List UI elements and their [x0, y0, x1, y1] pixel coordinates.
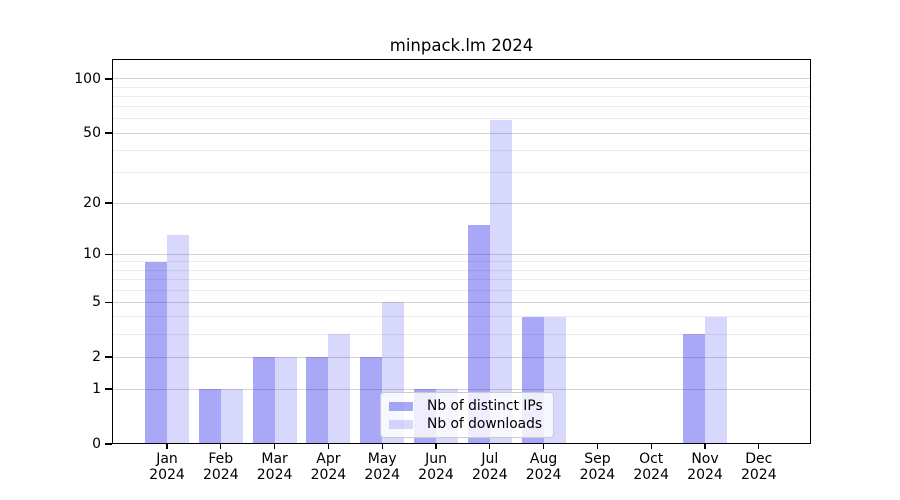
chart-title: minpack.lm 2024 — [389, 36, 534, 55]
y-tick-mark-5 — [105, 301, 112, 303]
gridline-major-50 — [112, 132, 811, 134]
gridline-major-1 — [112, 388, 811, 390]
y-tick-mark-100 — [105, 78, 112, 80]
bar-downloads-jul — [489, 120, 512, 444]
x-tick-mark-jun — [435, 444, 437, 449]
bar-distinct-ips-feb — [198, 389, 221, 444]
x-tick-mark-oct — [650, 444, 652, 449]
y-tick-label-100: 100 — [74, 70, 101, 87]
gridline-minor-9 — [112, 261, 811, 263]
legend-label-distinct-ips: Nb of distinct IPs — [427, 398, 543, 414]
x-tick-mark-nov — [704, 444, 706, 449]
legend-swatch-distinct-ips-icon — [389, 401, 413, 411]
bar-distinct-ips-mar — [252, 357, 275, 444]
legend: Nb of distinct IPs Nb of downloads — [380, 392, 554, 438]
bar-downloads-jan — [167, 235, 189, 444]
gridline-minor-30 — [112, 171, 811, 173]
x-tick-label-jul: Jul 2024 — [471, 451, 508, 483]
bar-downloads-feb — [220, 389, 243, 444]
y-tick-label-20: 20 — [83, 195, 101, 212]
y-tick-mark-2 — [105, 356, 112, 358]
x-tick-mark-apr — [327, 444, 330, 449]
bar-downloads-apr — [328, 334, 351, 444]
legend-swatch-downloads-icon — [389, 419, 413, 429]
bar-distinct-ips-jan — [145, 261, 167, 444]
x-tick-label-aug: Aug 2024 — [525, 451, 562, 483]
bar-downloads-nov — [705, 316, 727, 444]
bar-distinct-ips-may — [360, 357, 383, 444]
gridline-minor-80 — [112, 95, 811, 97]
bar-distinct-ips-apr — [306, 357, 329, 444]
x-tick-label-apr: Apr 2024 — [310, 451, 347, 483]
x-tick-label-sep: Sep 2024 — [579, 451, 616, 483]
y-tick-mark-10 — [105, 253, 112, 256]
gridline-minor-7 — [112, 279, 811, 281]
y-tick-label-1: 1 — [92, 381, 101, 398]
x-tick-label-feb: Feb 2024 — [202, 451, 239, 483]
gridline-minor-4 — [112, 316, 811, 318]
bar-distinct-ips-nov — [683, 334, 705, 444]
y-tick-label-10: 10 — [83, 246, 101, 263]
bar-distinct-ips-jul — [467, 224, 490, 444]
gridline-minor-6 — [112, 289, 811, 291]
x-tick-label-dec: Dec 2024 — [740, 451, 777, 483]
legend-label-downloads: Nb of downloads — [427, 416, 543, 432]
x-tick-label-nov: Nov 2024 — [687, 451, 723, 483]
y-tick-mark-50 — [105, 132, 112, 134]
gridline-minor-40 — [112, 149, 811, 151]
legend-item-distinct-ips: Nb of distinct IPs — [389, 398, 543, 414]
x-tick-mark-jul — [489, 444, 491, 449]
x-tick-mark-sep — [596, 444, 599, 449]
x-tick-label-mar: Mar 2024 — [256, 451, 293, 483]
x-tick-mark-aug — [542, 444, 545, 449]
gridline-minor-60 — [112, 118, 811, 120]
bar-downloads-mar — [274, 357, 297, 444]
y-tick-mark-20 — [105, 202, 112, 204]
gridline-major-20 — [112, 202, 811, 204]
y-tick-label-5: 5 — [92, 294, 101, 311]
y-tick-label-0: 0 — [92, 436, 101, 452]
gridline-major-5 — [112, 301, 811, 303]
gridline-minor-90 — [112, 86, 811, 88]
y-tick-label-2: 2 — [92, 349, 101, 366]
y-tick-label-50: 50 — [83, 125, 101, 141]
gridline-minor-8 — [112, 269, 811, 271]
x-tick-label-jun: Jun 2024 — [418, 451, 454, 483]
gridline-major-2 — [112, 356, 811, 358]
x-tick-mark-feb — [220, 444, 222, 449]
x-tick-mark-may — [381, 444, 383, 449]
x-tick-label-jan: Jan 2024 — [149, 451, 185, 483]
legend-item-downloads: Nb of downloads — [389, 416, 543, 432]
y-tick-mark-1 — [105, 388, 112, 390]
gridline-minor-3 — [112, 333, 811, 335]
x-tick-label-may: May 2024 — [364, 451, 400, 483]
x-tick-mark-mar — [273, 444, 276, 449]
x-tick-mark-jan — [166, 444, 168, 449]
x-tick-mark-dec — [758, 444, 760, 449]
x-tick-label-oct: Oct 2024 — [633, 451, 669, 483]
y-tick-mark-0 — [105, 443, 112, 445]
gridline-minor-70 — [112, 106, 811, 108]
gridline-major-10 — [112, 253, 811, 255]
gridline-major-100 — [112, 78, 811, 80]
